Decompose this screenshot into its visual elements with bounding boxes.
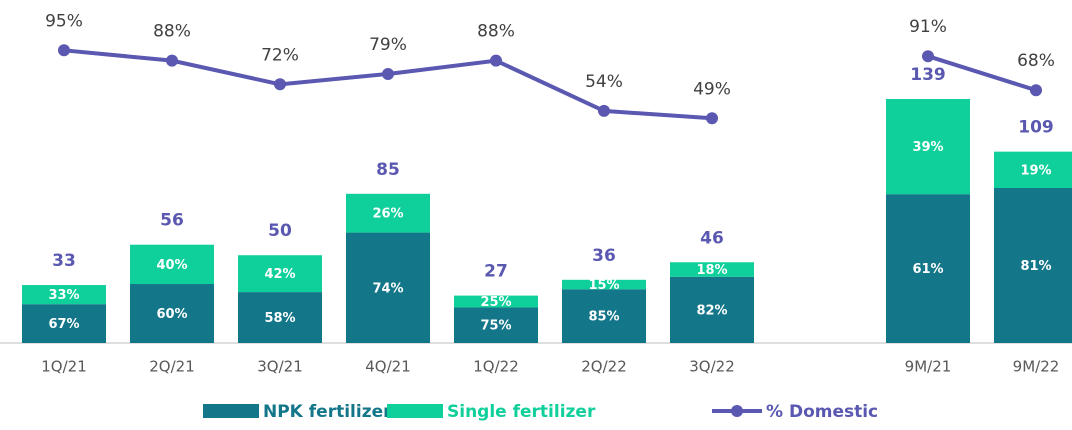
line-label: 88% bbox=[477, 22, 515, 42]
bar-segment bbox=[130, 284, 214, 343]
legend-label: NPK fertilizer bbox=[263, 402, 392, 422]
total-label: 85 bbox=[376, 160, 400, 180]
bar-segment bbox=[346, 232, 430, 343]
line-label: 88% bbox=[153, 22, 191, 42]
total-label: 56 bbox=[160, 211, 184, 231]
segment-label: 85% bbox=[588, 310, 619, 325]
segment-label: 60% bbox=[156, 307, 187, 322]
legend-marker bbox=[731, 405, 743, 417]
line-label: 79% bbox=[369, 35, 407, 55]
legend-swatch bbox=[387, 404, 443, 418]
segment-label: 40% bbox=[156, 258, 187, 273]
total-label: 36 bbox=[592, 246, 616, 266]
x-tick-label: 1Q/21 bbox=[41, 358, 87, 376]
legend-label: % Domestic bbox=[766, 402, 878, 422]
bar-segment bbox=[994, 188, 1072, 343]
segment-label: 67% bbox=[48, 317, 79, 332]
bar-segment bbox=[670, 276, 754, 343]
bar-segment bbox=[562, 279, 646, 290]
line-label: 95% bbox=[45, 11, 83, 31]
segment-label: 74% bbox=[372, 281, 403, 296]
line-point bbox=[274, 78, 286, 91]
segment-label: 25% bbox=[480, 295, 511, 310]
total-label: 27 bbox=[484, 262, 508, 282]
bar-segment bbox=[238, 292, 322, 343]
x-tick-label: 4Q/21 bbox=[365, 358, 411, 376]
segment-label: 33% bbox=[48, 288, 79, 303]
line-point bbox=[706, 112, 718, 125]
bar-segment bbox=[22, 304, 106, 343]
segment-label: 42% bbox=[264, 267, 295, 282]
segment-label: 26% bbox=[372, 207, 403, 222]
segment-label: 19% bbox=[1020, 163, 1051, 178]
x-tick-label: 9M/21 bbox=[905, 358, 952, 376]
segment-label: 81% bbox=[1020, 259, 1051, 274]
bar-segment bbox=[346, 193, 430, 233]
total-label: 50 bbox=[268, 221, 292, 241]
x-tick-label: 1Q/22 bbox=[473, 358, 519, 376]
segment-label: 82% bbox=[696, 303, 727, 318]
x-tick-label: 3Q/21 bbox=[257, 358, 303, 376]
line-point bbox=[58, 44, 70, 57]
line-label: 72% bbox=[261, 45, 299, 65]
segment-label: 39% bbox=[912, 140, 943, 155]
line-point bbox=[166, 54, 178, 67]
line-label: 49% bbox=[693, 79, 731, 99]
line-label: 54% bbox=[585, 72, 623, 92]
bar-segment bbox=[454, 307, 538, 343]
segment-label: 15% bbox=[588, 278, 619, 293]
total-label: 46 bbox=[700, 228, 724, 248]
x-tick-label: 2Q/22 bbox=[581, 358, 627, 376]
bar-segment bbox=[454, 295, 538, 308]
total-label: 109 bbox=[1018, 118, 1054, 138]
line-point bbox=[490, 54, 502, 67]
x-tick-label: 9M/22 bbox=[1013, 358, 1060, 376]
bar-segment bbox=[130, 244, 214, 285]
bar-segment bbox=[886, 194, 970, 343]
line-point bbox=[1030, 84, 1042, 97]
segment-label: 61% bbox=[912, 262, 943, 277]
bar-segment bbox=[22, 285, 106, 305]
x-tick-label: 3Q/22 bbox=[689, 358, 735, 376]
bar-segment bbox=[562, 289, 646, 343]
bar-segment bbox=[994, 151, 1072, 189]
line-point bbox=[598, 104, 610, 117]
total-label: 33 bbox=[52, 251, 76, 271]
line-label: 91% bbox=[909, 17, 947, 37]
total-label: 139 bbox=[910, 65, 946, 85]
legend-swatch bbox=[203, 404, 259, 418]
bar-segment bbox=[670, 262, 754, 277]
segment-label: 75% bbox=[480, 319, 511, 334]
line-point bbox=[922, 50, 934, 63]
line-point bbox=[382, 67, 394, 80]
line-label: 68% bbox=[1017, 51, 1055, 71]
segment-label: 58% bbox=[264, 311, 295, 326]
x-tick-label: 2Q/21 bbox=[149, 358, 195, 376]
bar-segment bbox=[238, 255, 322, 293]
bar-segment bbox=[886, 98, 970, 195]
segment-label: 18% bbox=[696, 263, 727, 278]
legend-label: Single fertilizer bbox=[447, 402, 596, 422]
